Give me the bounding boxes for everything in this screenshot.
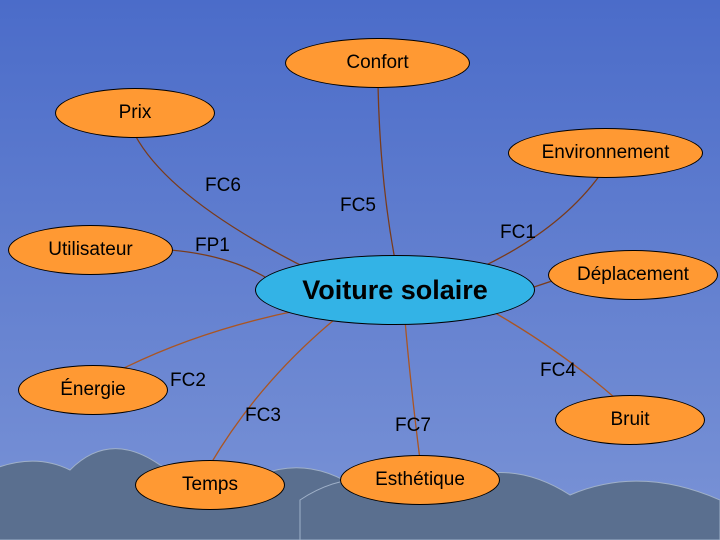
bubble-temps-label: Temps [182,474,238,496]
edge-label-fc2: FC2 [170,370,206,392]
bubble-environnement-label: Environnement [542,142,670,164]
diagram-stage: Confort Prix Environnement Utilisateur D… [0,0,720,540]
bubble-environnement: Environnement [508,128,703,178]
edge-label-fc1: FC1 [500,222,536,244]
bubble-energie: Énergie [18,365,168,415]
bubble-deplacement-label: Déplacement [577,264,689,286]
bubble-temps: Temps [135,460,285,510]
bubble-prix: Prix [55,88,215,138]
bubble-center-label: Voiture solaire [302,275,488,306]
edge-label-fc3: FC3 [245,405,281,427]
edge-label-fc5: FC5 [340,195,376,217]
bubble-utilisateur-label: Utilisateur [48,239,132,261]
edge-label-fc6: FC6 [205,175,241,197]
bubble-energie-label: Énergie [60,379,126,401]
bubble-bruit: Bruit [555,395,705,445]
bubble-esthetique: Esthétique [340,455,500,505]
edge-label-fc4: FC4 [540,360,576,382]
edge-label-fp1: FP1 [195,235,230,257]
edge-label-fc7: FC7 [395,415,431,437]
bubble-confort: Confort [285,38,470,88]
bubble-center: Voiture solaire [255,255,535,325]
bubble-esthetique-label: Esthétique [375,469,465,491]
bubble-deplacement: Déplacement [548,250,718,300]
bubble-prix-label: Prix [119,102,152,124]
bubble-bruit-label: Bruit [610,409,649,431]
bubble-confort-label: Confort [346,52,408,74]
bubble-utilisateur: Utilisateur [8,225,173,275]
